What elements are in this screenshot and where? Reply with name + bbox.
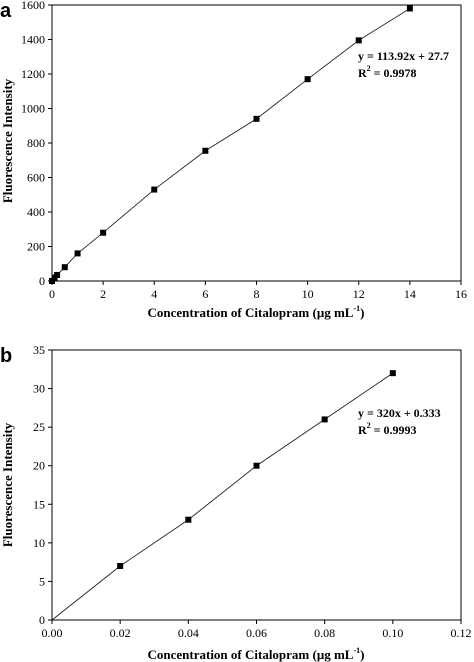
series-line xyxy=(51,372,394,621)
y-tick-label: 0 xyxy=(39,613,45,627)
x-tick-label: 6 xyxy=(202,287,208,301)
x-axis-title-main: Concentration of Citalopram (μg mL xyxy=(148,647,354,662)
r-squared-value: = 0.9978 xyxy=(371,66,417,80)
r-squared-prefix: R xyxy=(358,66,367,80)
r-squared-superscript: 2 xyxy=(367,64,371,73)
data-points xyxy=(49,5,413,284)
x-axis-title-suffix: ) xyxy=(360,305,364,320)
data-point xyxy=(117,563,124,569)
y-axis-title: Fluorescence Intensity xyxy=(0,422,15,547)
x-tick-label: 2 xyxy=(100,287,106,301)
data-point xyxy=(389,370,396,377)
x-tick-label: 14 xyxy=(404,287,416,301)
r-squared: R2 = 0.9993 xyxy=(358,421,417,437)
y-axis-ticks: 0 5 10 15 20 25 30 35 xyxy=(33,343,52,627)
panel-label: a xyxy=(0,0,12,22)
chart-panel-b: b 0 5 10 15 20 25 30 35 0.00 0.02 0.04 0.06 0.08 0.1… xyxy=(0,343,472,662)
y-tick-label: 10 xyxy=(33,536,45,550)
y-tick-label: 1400 xyxy=(21,33,45,47)
series-line xyxy=(51,8,411,282)
y-tick-label: 1000 xyxy=(21,102,45,116)
x-tick-label: 8 xyxy=(254,287,260,301)
data-point xyxy=(100,229,107,236)
x-axis-title: Concentration of Citalopram (μg mL-1) xyxy=(148,304,365,320)
r-squared: R2 = 0.9978 xyxy=(358,64,417,80)
x-axis-ticks: 0.00 0.02 0.04 0.06 0.08 0.10 0.12 xyxy=(42,620,472,640)
x-tick-label: 10 xyxy=(302,287,314,301)
x-tick-label: 0.02 xyxy=(110,626,131,640)
y-tick-label: 25 xyxy=(33,420,45,434)
y-axis-ticks: 0 200 400 600 800 1000 1200 1400 1600 xyxy=(21,0,52,288)
panel-label: b xyxy=(0,345,12,367)
x-tick-label: 12 xyxy=(353,287,365,301)
data-point xyxy=(54,271,61,278)
chart-panel-a: a 0 200 400 600 800 1000 1200 1400 1600 0 2 4 6 8 10 1… xyxy=(0,0,467,320)
x-tick-label: 0.04 xyxy=(178,626,199,640)
y-tick-label: 15 xyxy=(33,497,45,511)
fit-line-layer xyxy=(51,8,411,282)
x-tick-label: 0.06 xyxy=(246,626,267,640)
data-point xyxy=(406,5,413,12)
x-axis-title-suffix: ) xyxy=(360,647,364,662)
y-tick-label: 400 xyxy=(27,205,45,219)
data-point xyxy=(49,278,55,284)
data-point xyxy=(321,416,328,423)
data-point xyxy=(253,115,260,122)
plot-frame xyxy=(51,349,462,621)
data-point xyxy=(253,462,260,469)
regression-equation: y = 320x + 0.333 xyxy=(358,406,441,420)
r-squared-value: = 0.9993 xyxy=(371,423,417,437)
y-axis-title: Fluorescence Intensity xyxy=(0,78,15,203)
y-tick-label: 1200 xyxy=(21,67,45,81)
plot-frame xyxy=(51,4,462,282)
y-tick-label: 20 xyxy=(33,459,45,473)
data-points xyxy=(117,370,396,569)
y-tick-label: 600 xyxy=(27,171,45,185)
data-point xyxy=(304,76,311,83)
fit-line-layer xyxy=(51,372,394,621)
x-tick-label: 4 xyxy=(151,287,157,301)
data-point xyxy=(61,264,68,271)
y-tick-label: 30 xyxy=(33,382,45,396)
y-tick-label: 5 xyxy=(39,574,45,588)
r-squared-prefix: R xyxy=(358,423,367,437)
x-tick-label: 16 xyxy=(455,287,467,301)
x-axis-ticks: 0 2 4 6 8 10 12 14 16 xyxy=(49,281,467,301)
data-point xyxy=(185,516,192,523)
y-tick-label: 200 xyxy=(27,240,45,254)
y-tick-label: 35 xyxy=(33,343,45,357)
x-tick-label: 0.12 xyxy=(451,626,472,640)
x-axis-title-superscript: -1 xyxy=(353,646,360,655)
x-axis-title-superscript: -1 xyxy=(353,304,360,313)
y-tick-label: 1600 xyxy=(21,0,45,12)
data-point xyxy=(202,147,209,154)
r-squared-superscript: 2 xyxy=(367,421,371,430)
y-tick-label: 0 xyxy=(39,274,45,288)
x-axis-title: Concentration of Citalopram (μg mL-1) xyxy=(148,646,365,662)
x-tick-label: 0.08 xyxy=(314,626,335,640)
x-tick-label: 0.10 xyxy=(382,626,403,640)
data-point xyxy=(355,37,362,44)
x-tick-label: 0 xyxy=(49,287,55,301)
data-point xyxy=(151,186,158,193)
y-tick-label: 800 xyxy=(27,136,45,150)
x-tick-label: 0.00 xyxy=(42,626,63,640)
x-axis-title-main: Concentration of Citalopram (μg mL xyxy=(148,305,354,320)
regression-equation: y = 113.92x + 27.7 xyxy=(358,49,449,63)
data-point xyxy=(74,250,81,257)
